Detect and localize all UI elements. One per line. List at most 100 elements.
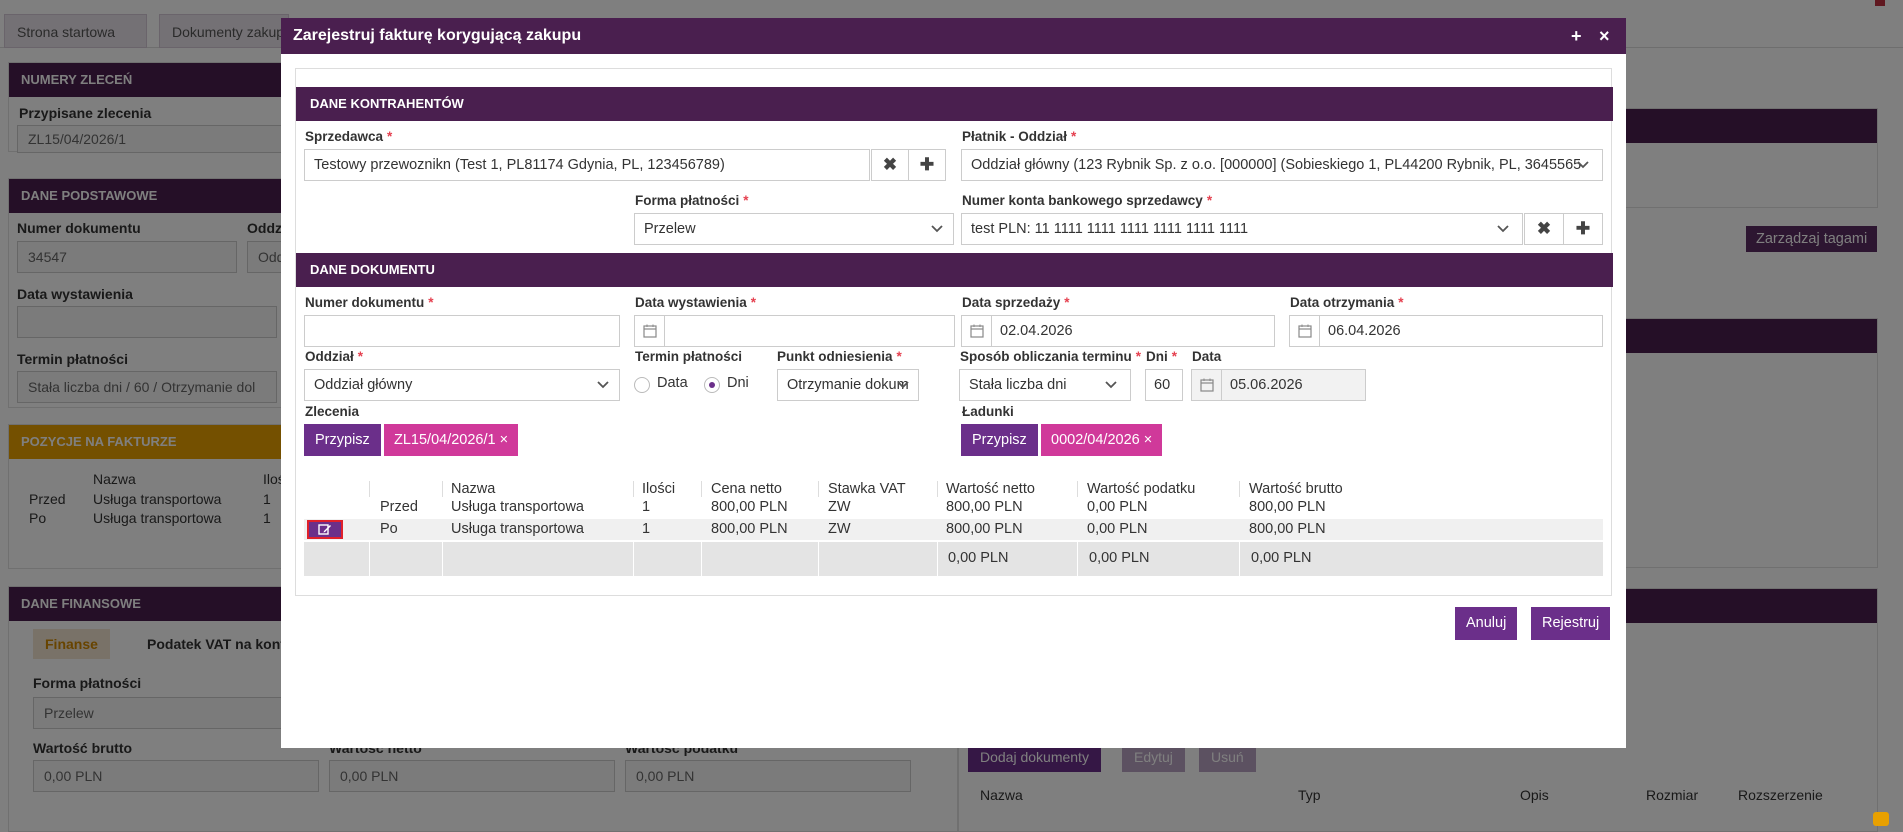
modal-titlebar: Zarejestruj fakturę korygującą zakupu + … (281, 18, 1626, 54)
calendar-icon[interactable] (1192, 370, 1222, 400)
radio-data-label: Data (657, 375, 688, 391)
cell-cena: 800,00 PLN (711, 499, 788, 515)
chevron-down-icon (931, 225, 943, 233)
chevron-down-icon (897, 381, 909, 389)
correction-invoice-modal: Zarejestruj fakturę korygującą zakupu + … (281, 18, 1626, 748)
totals-row: 0,00 PLN 0,00 PLN 0,00 PLN (304, 542, 1603, 576)
cell-ilosc: 1 (642, 499, 651, 515)
plus-icon: ✚ (1575, 219, 1591, 238)
col-header-wartosc-brutto: Wartość brutto (1249, 481, 1343, 497)
calendar-icon[interactable] (1290, 316, 1320, 346)
due-date-value: 05.06.2026 (1230, 377, 1303, 393)
cell-brutto: 800,00 PLN (1249, 521, 1326, 537)
table-row[interactable]: Przed Usługa transportowa 1 800,00 PLN Z… (304, 499, 1603, 518)
cell-podatek: 0,00 PLN (1087, 521, 1148, 537)
chevron-down-icon (1105, 381, 1117, 389)
col-header-ilosci: Ilości (642, 481, 676, 497)
cell-netto: 800,00 PLN (946, 521, 1023, 537)
calendar-icon[interactable] (962, 316, 992, 346)
label-data-otrzymania: Data otrzymania * (1290, 295, 1404, 310)
times-icon: ✖ (1536, 219, 1552, 238)
order-tag[interactable]: ZL15/04/2026/1 × (384, 424, 519, 456)
load-tag[interactable]: 0002/04/2026 × (1041, 424, 1163, 456)
chat-icon[interactable] (1873, 812, 1889, 826)
total-netto: 0,00 PLN (948, 550, 1009, 566)
sale-date-value: 02.04.2026 (1000, 323, 1073, 339)
table-row[interactable]: Po Usługa transportowa 1 800,00 PLN ZW 8… (304, 519, 1603, 540)
edit-row-button[interactable] (307, 520, 343, 539)
chevron-down-icon (1497, 225, 1509, 233)
col-header-wartosc-podatku: Wartość podatku (1087, 481, 1196, 497)
cell-netto: 800,00 PLN (946, 499, 1023, 515)
cell-nazwa: Usługa transportowa (451, 521, 584, 537)
reference-point-value: Otrzymanie dokum (787, 377, 909, 393)
label-oddzial: Oddział * (305, 349, 364, 364)
edit-icon (318, 524, 331, 535)
radio-data[interactable] (634, 377, 650, 393)
assign-orders-button[interactable]: Przypisz (304, 424, 381, 456)
close-icon[interactable]: × (1599, 26, 1610, 46)
cell-typ: Po (380, 521, 398, 537)
clear-account-button[interactable]: ✖ (1524, 213, 1564, 245)
cell-nazwa: Usługa transportowa (451, 499, 584, 515)
payer-branch-value: Oddział główny (123 Rybnik Sp. z o.o. [0… (971, 157, 1582, 173)
chevron-down-icon (1577, 161, 1589, 169)
calendar-icon[interactable] (635, 316, 665, 346)
label-punkt-odniesienia: Punkt odniesienia * (777, 349, 902, 364)
label-sposob-obliczania: Sposób obliczania terminu * (960, 349, 1142, 364)
label-data-wystawienia: Data wystawienia * (635, 295, 757, 310)
payment-form-select[interactable]: Przelew (634, 213, 954, 245)
label-sprzedawca: Sprzedawca * (305, 129, 393, 144)
label-dni: Dni * (1146, 349, 1178, 364)
sale-date-input[interactable]: 02.04.2026 (961, 315, 1275, 347)
due-date-input[interactable]: 05.06.2026 (1191, 369, 1366, 401)
cell-podatek: 0,00 PLN (1087, 499, 1148, 515)
label-data: Data (1192, 349, 1222, 364)
label-data-sprzedazy: Data sprzedaży * (962, 295, 1070, 310)
payer-branch-select[interactable]: Oddział główny (123 Rybnik Sp. z o.o. [0… (961, 149, 1603, 181)
modal-title: Zarejestruj fakturę korygującą zakupu (293, 27, 582, 44)
col-header-stawka-vat: Stawka VAT (828, 481, 906, 497)
add-account-button[interactable]: ✚ (1563, 213, 1603, 245)
calc-method-select[interactable]: Stała liczba dni (959, 369, 1131, 401)
cell-typ: Przed (380, 499, 418, 515)
receipt-date-value: 06.04.2026 (1328, 323, 1401, 339)
label-platnik: Płatnik - Oddział * (962, 129, 1077, 144)
chevron-down-icon (597, 381, 609, 389)
section-header-kontrahenci: DANE KONTRAHENTÓW (296, 87, 1613, 121)
col-header-wartosc-netto: Wartość netto (946, 481, 1035, 497)
radio-dni[interactable] (704, 377, 720, 393)
col-header-cena-netto: Cena netto (711, 481, 782, 497)
items-table: Nazwa Ilości Cena netto Stawka VAT Warto… (304, 481, 1603, 587)
radio-dni-label: Dni (727, 375, 749, 391)
label-numer-dokumentu: Numer dokumentu * (305, 295, 434, 310)
modal-content: DANE KONTRAHENTÓW Sprzedawca * Testowy pr… (295, 68, 1613, 596)
cell-brutto: 800,00 PLN (1249, 499, 1326, 515)
reference-point-select[interactable]: Otrzymanie dokum (777, 369, 919, 401)
plus-icon: ✚ (919, 155, 935, 174)
times-icon: ✖ (882, 155, 898, 174)
label-zlecenia: Zlecenia (305, 404, 360, 419)
issue-date-input[interactable] (634, 315, 955, 347)
maximize-icon[interactable]: + (1571, 26, 1582, 46)
bank-account-select[interactable]: test PLN: 11 1111 1111 1111 1111 1111 11… (961, 213, 1523, 245)
receipt-date-input[interactable]: 06.04.2026 (1289, 315, 1603, 347)
total-podatek: 0,00 PLN (1089, 550, 1150, 566)
cell-cena: 800,00 PLN (711, 521, 788, 537)
assign-loads-button[interactable]: Przypisz (961, 424, 1038, 456)
cell-vat: ZW (828, 499, 851, 515)
label-forma-platnosci: Forma płatności * (635, 193, 749, 208)
doc-number-input[interactable] (304, 315, 620, 347)
register-button[interactable]: Rejestruj (1531, 607, 1611, 640)
clear-seller-button[interactable]: ✖ (871, 149, 909, 181)
section-header-dokument: DANE DOKUMENTU (296, 253, 1613, 287)
days-input[interactable]: 60 (1145, 369, 1183, 401)
cancel-button[interactable]: Anuluj (1455, 607, 1518, 640)
cell-ilosc: 1 (642, 521, 651, 537)
label-numer-konta: Numer konta bankowego sprzedawcy * (962, 193, 1213, 208)
branch-select[interactable]: Oddział główny (304, 369, 620, 401)
col-header-nazwa: Nazwa (451, 481, 496, 497)
seller-input[interactable]: Testowy przewoznikn (Test 1, PL81174 Gdy… (304, 149, 870, 181)
total-brutto: 0,00 PLN (1251, 550, 1312, 566)
add-seller-button[interactable]: ✚ (908, 149, 946, 181)
